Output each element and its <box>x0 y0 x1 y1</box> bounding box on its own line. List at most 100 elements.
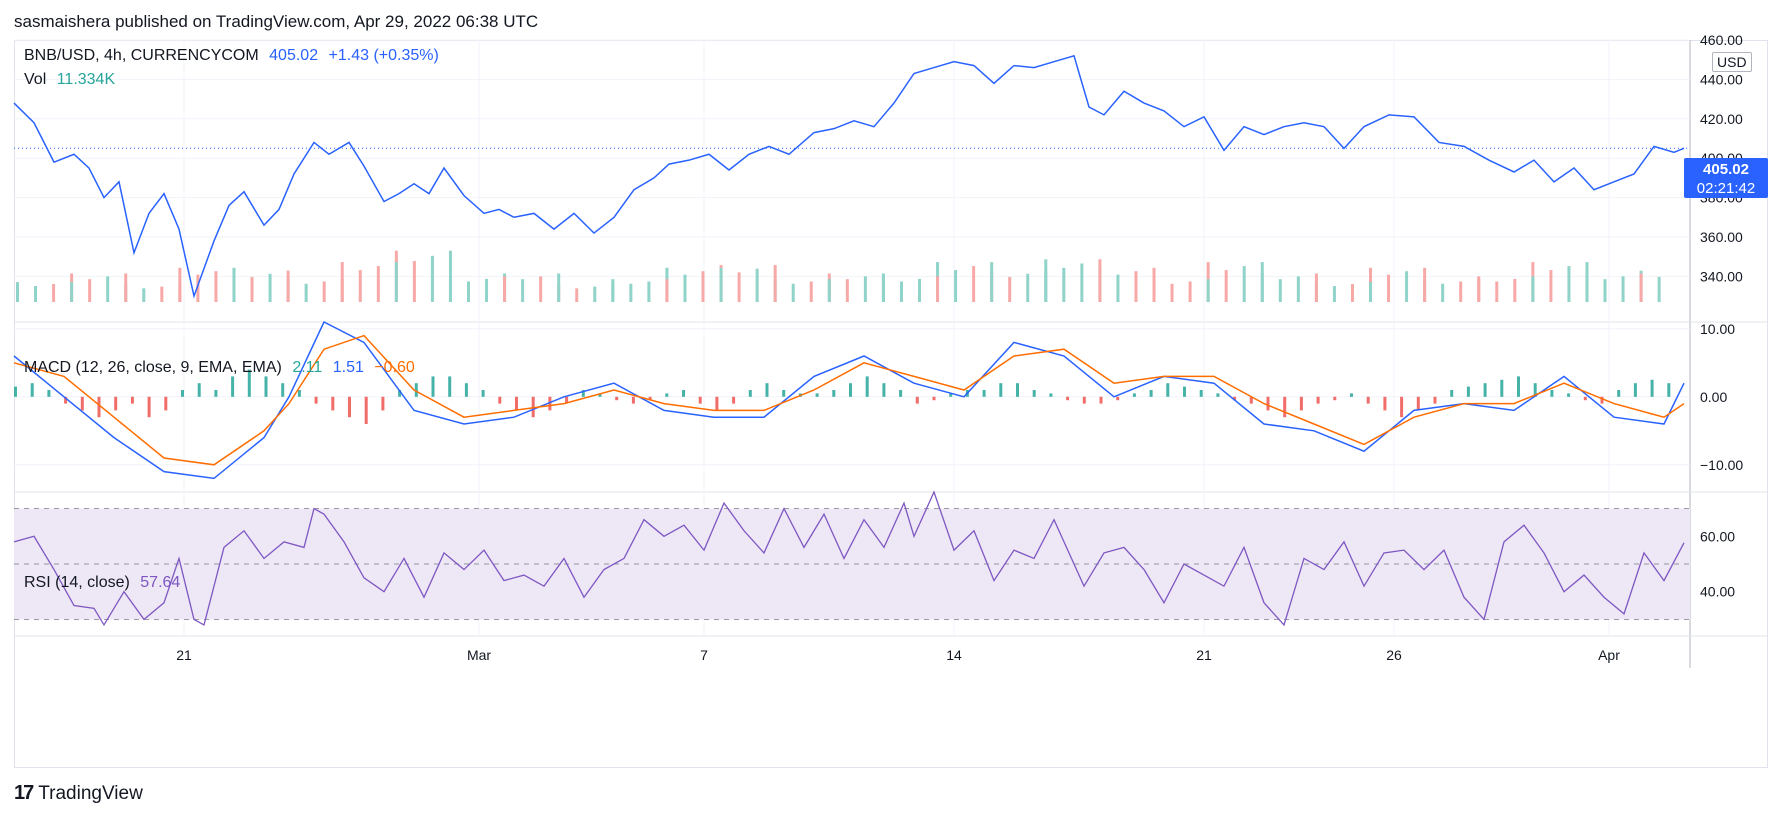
volume-bar <box>1495 281 1499 302</box>
volume-bar <box>142 288 146 302</box>
price-series-line <box>513 60 1015 235</box>
macd-histogram-bar <box>381 396 385 411</box>
macd-histogram-bar <box>1650 379 1654 397</box>
macd-histogram-bar <box>1116 396 1120 401</box>
macd-histogram-bar <box>1066 396 1070 401</box>
volume-bar <box>611 284 615 302</box>
macd-histogram-bar <box>1333 396 1337 401</box>
macd-histogram-bar <box>1400 396 1404 418</box>
macd-histogram-bar <box>1550 390 1554 397</box>
macd-histogram-bar <box>1500 379 1504 397</box>
volume-bar <box>539 276 543 302</box>
macd-histogram-bar <box>1099 396 1103 404</box>
x-tick-label: 26 <box>1386 647 1402 663</box>
macd-histogram-bar <box>97 396 101 418</box>
macd-histogram-bar <box>932 396 936 401</box>
macd-value-histogram: 2.11 <box>292 359 323 376</box>
volume-bar <box>1332 286 1336 302</box>
macd-value-signal: −0.60 <box>374 359 415 376</box>
macd-histogram-bar <box>1016 383 1019 397</box>
volume-bar <box>394 262 398 302</box>
macd-histogram-bar <box>615 396 619 401</box>
macd-histogram-bar <box>732 396 736 404</box>
macd-histogram-bar <box>1266 396 1270 411</box>
volume-bar <box>755 268 759 302</box>
rsi-line <box>13 490 1685 627</box>
rsi-tick-label: 60.00 <box>1700 528 1735 544</box>
signal-line <box>13 334 1685 466</box>
volume-bar <box>1549 270 1553 302</box>
volume-bar <box>1134 271 1138 302</box>
rsi-label: RSI (14, close) <box>24 574 130 591</box>
macd-histogram-bar <box>1032 390 1036 397</box>
macd-histogram-bar <box>1583 396 1587 401</box>
volume-bar <box>286 270 290 302</box>
volume-bar <box>1296 276 1300 302</box>
macd-histogram-bar <box>364 396 368 424</box>
volume-bar <box>1459 281 1463 302</box>
macd-histogram-bar <box>481 390 485 397</box>
macd-label: MACD (12, 26, close, 9, EMA, EMA) <box>24 359 282 376</box>
macd-histogram-bar <box>1049 393 1053 397</box>
volume-bar <box>629 283 633 302</box>
macd-histogram-bar <box>882 383 886 397</box>
volume-bar <box>773 264 777 302</box>
price-tag-value: 405.02 <box>1703 161 1749 178</box>
volume-bar <box>1369 282 1372 302</box>
currency-badge[interactable]: USD <box>1712 52 1752 72</box>
macd-histogram-bar <box>1350 393 1353 397</box>
macd-histogram-bar <box>1299 396 1303 411</box>
macd-histogram-bar <box>1082 396 1086 404</box>
volume-bar <box>683 274 687 302</box>
volume-bar <box>106 276 110 302</box>
macd-histogram-bar <box>164 396 168 411</box>
macd-histogram-bar <box>849 383 852 397</box>
macd-histogram-bar <box>1366 396 1370 404</box>
macd-histogram-bar <box>181 390 184 397</box>
tradingview-logo[interactable]: 17 TradingView <box>14 782 143 805</box>
macd-tick-label: 0.00 <box>1700 389 1727 405</box>
rsi-tick-label: 40.00 <box>1700 584 1735 600</box>
volume-bar <box>1531 276 1535 302</box>
volume-bar <box>719 267 723 302</box>
price-series-line <box>1013 54 1685 191</box>
volume-bar <box>16 282 19 302</box>
volume-bar <box>124 273 128 302</box>
macd-histogram-bar <box>1433 396 1437 404</box>
x-tick-label: Apr <box>1598 647 1620 663</box>
volume-label: Vol <box>24 71 47 88</box>
macd-histogram-bar <box>130 396 134 404</box>
volume-bar <box>954 270 958 302</box>
macd-histogram-bar <box>982 390 986 397</box>
volume-bar <box>1423 267 1427 302</box>
volume-bar <box>557 273 561 302</box>
macd-histogram-bar <box>1233 396 1237 401</box>
volume-bar <box>340 279 344 302</box>
volume-bar <box>1080 263 1084 302</box>
last-price-tag: 405.02 02:21:42 <box>1684 158 1768 198</box>
macd-legend: MACD (12, 26, close, 9, EMA, EMA) 2.11 1… <box>24 359 421 377</box>
macd-value-macd: 1.51 <box>332 359 364 376</box>
x-tick-label: Mar <box>467 647 491 663</box>
tv-logo-text: TradingView <box>38 782 143 804</box>
price-tick-label: 440.00 <box>1700 71 1743 87</box>
volume-bar <box>1513 278 1517 302</box>
volume-bar <box>1441 283 1445 302</box>
publish-header: sasmaishera published on TradingView.com… <box>14 12 539 31</box>
macd-histogram-bar <box>815 393 819 397</box>
volume-bar <box>1026 273 1030 302</box>
macd-histogram-bar <box>1199 390 1203 397</box>
price-tick-label: 360.00 <box>1700 229 1743 245</box>
macd-histogram-bar <box>1533 383 1537 397</box>
volume-bar <box>1224 270 1228 302</box>
volume-bar <box>196 274 200 302</box>
macd-histogram-bar <box>748 390 752 397</box>
volume-bar <box>1206 279 1210 302</box>
last-price: 405.02 <box>269 47 319 64</box>
volume-bar <box>972 266 976 302</box>
volume-bar <box>1477 279 1481 302</box>
rsi-legend: RSI (14, close) 57.64 <box>24 574 186 592</box>
macd-histogram-bar <box>1283 396 1287 418</box>
macd-histogram-bar <box>398 390 402 397</box>
